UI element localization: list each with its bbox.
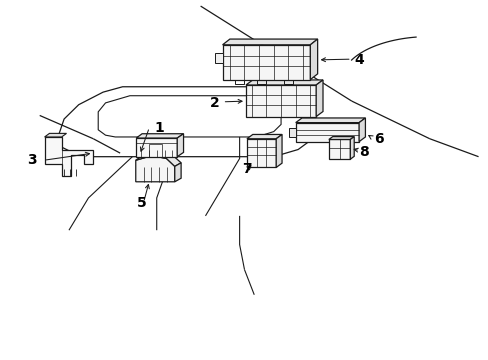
Polygon shape <box>349 136 353 159</box>
Polygon shape <box>174 163 181 182</box>
Polygon shape <box>316 80 323 117</box>
Polygon shape <box>358 118 365 141</box>
Polygon shape <box>245 80 323 85</box>
Polygon shape <box>276 134 282 167</box>
Text: 7: 7 <box>242 162 251 176</box>
Polygon shape <box>215 53 222 63</box>
Polygon shape <box>44 134 66 137</box>
Text: 4: 4 <box>353 53 363 67</box>
Polygon shape <box>98 96 281 137</box>
Polygon shape <box>310 39 317 80</box>
Polygon shape <box>136 138 177 157</box>
Polygon shape <box>246 134 282 139</box>
Text: 2: 2 <box>210 96 220 110</box>
Polygon shape <box>328 136 353 139</box>
Text: 6: 6 <box>373 132 383 146</box>
Polygon shape <box>222 45 310 80</box>
Polygon shape <box>136 134 183 138</box>
Text: 1: 1 <box>154 121 163 135</box>
Polygon shape <box>295 118 365 123</box>
Text: 5: 5 <box>137 196 147 210</box>
Polygon shape <box>328 139 349 159</box>
Polygon shape <box>222 39 317 45</box>
Text: 3: 3 <box>27 153 37 167</box>
Text: 8: 8 <box>358 145 368 159</box>
Polygon shape <box>136 151 181 166</box>
Polygon shape <box>59 87 315 157</box>
Polygon shape <box>44 137 93 176</box>
Polygon shape <box>177 134 183 157</box>
Polygon shape <box>245 85 316 117</box>
Polygon shape <box>136 156 174 182</box>
Polygon shape <box>246 139 276 167</box>
Polygon shape <box>295 123 358 141</box>
Polygon shape <box>289 128 295 137</box>
